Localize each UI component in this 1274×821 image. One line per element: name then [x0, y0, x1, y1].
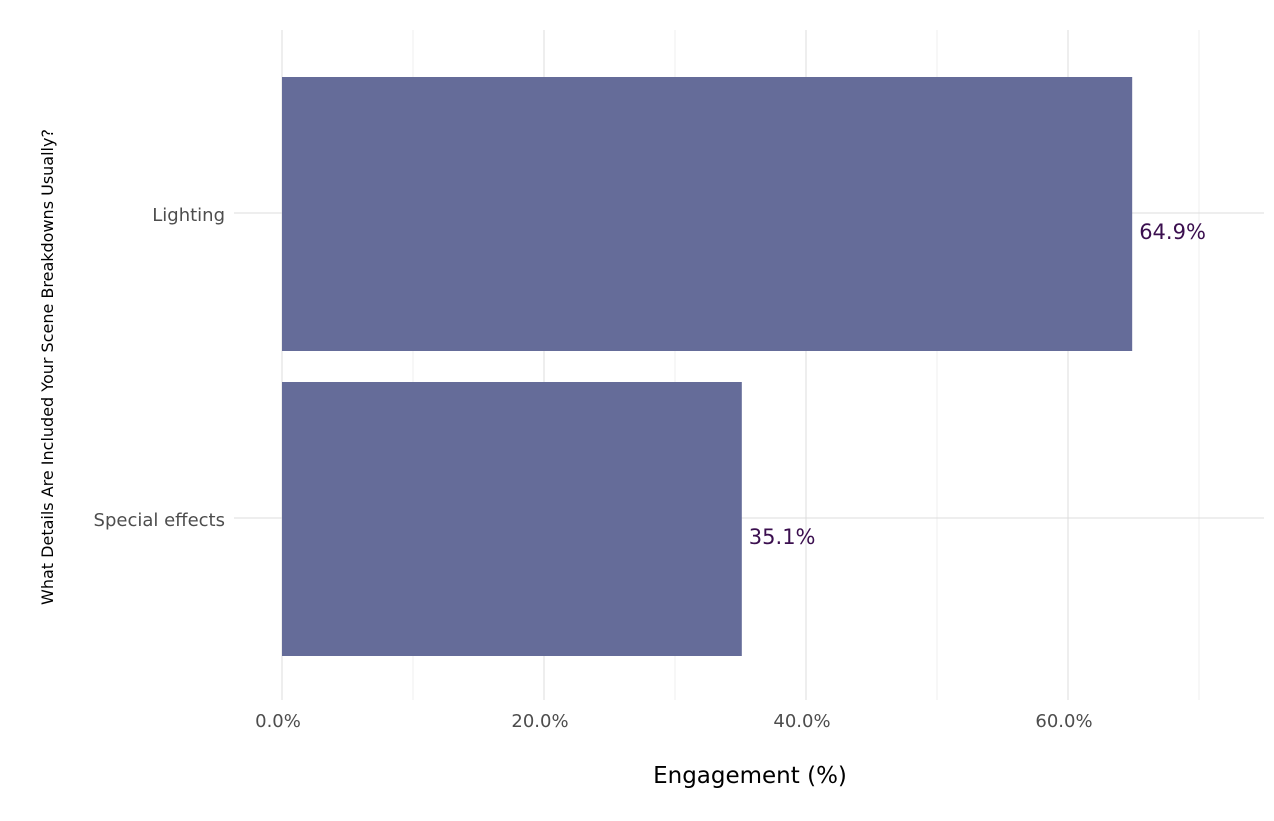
category-tick-label: Lighting	[152, 205, 225, 226]
x-tick-label: 0.0%	[255, 711, 301, 732]
x-tick-label: 60.0%	[1035, 711, 1092, 732]
y-axis-ticks: Lighting Special effects	[94, 205, 225, 531]
category-tick-label: Special effects	[94, 510, 225, 531]
x-tick-label: 40.0%	[773, 711, 830, 732]
data-label: 64.9%	[1139, 220, 1206, 244]
bar	[282, 77, 1133, 351]
bars	[282, 77, 1133, 656]
x-tick-label: 20.0%	[511, 711, 568, 732]
data-label: 35.1%	[749, 525, 816, 549]
x-axis-title: Engagement (%)	[653, 763, 847, 789]
x-axis-ticks: 0.0% 20.0% 40.0% 60.0%	[255, 711, 1092, 732]
data-labels: 64.9% 35.1%	[749, 220, 1206, 549]
y-axis-title: What Details Are Included Your Scene Bre…	[38, 129, 57, 605]
bar	[282, 382, 742, 656]
